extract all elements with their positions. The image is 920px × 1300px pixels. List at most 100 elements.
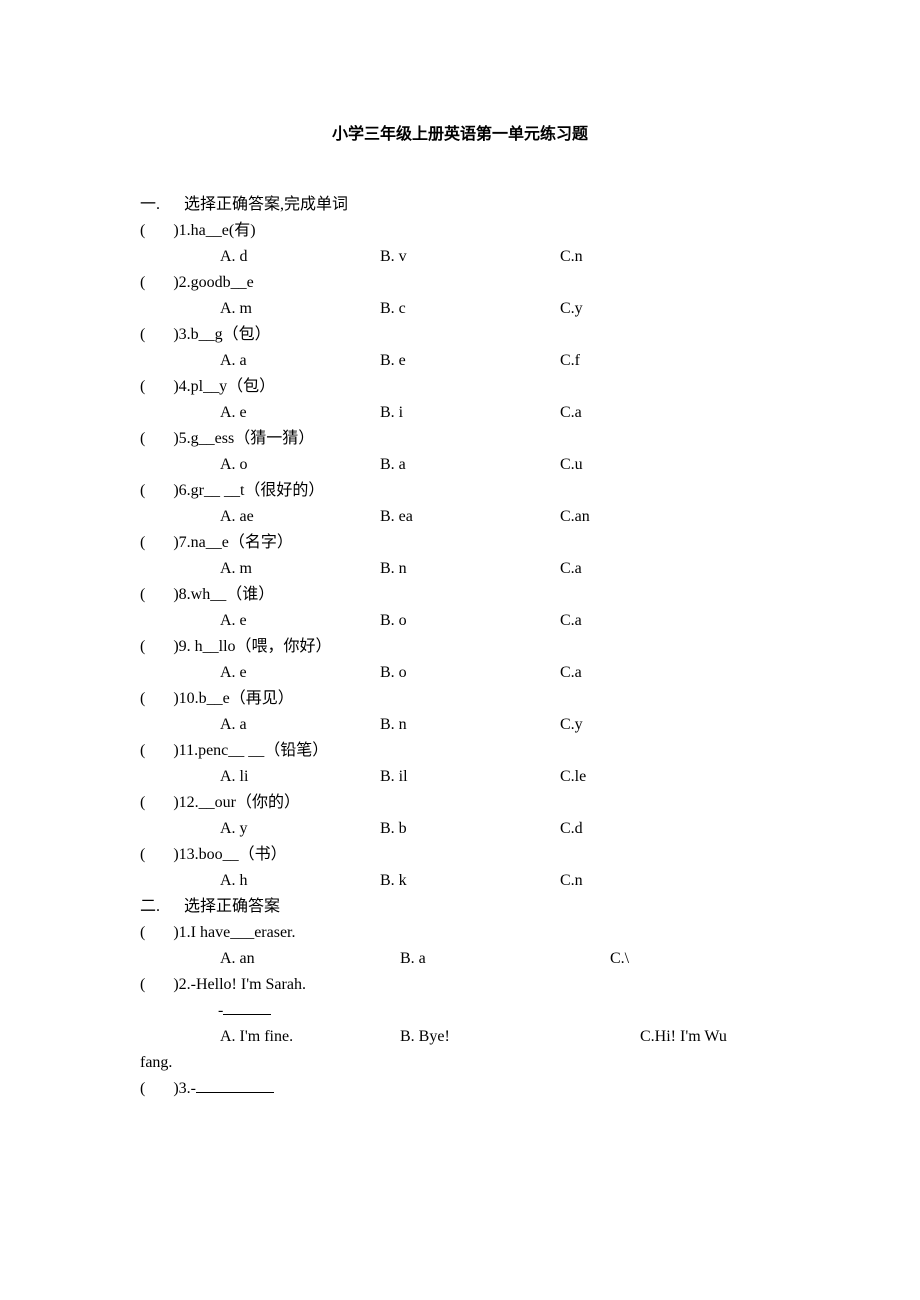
choice-a[interactable]: A. e	[220, 608, 380, 634]
fill-blank[interactable]	[223, 998, 271, 1015]
choice-c[interactable]: C.f	[560, 352, 580, 369]
choice-b[interactable]: B. a	[400, 946, 610, 972]
choice-a[interactable]: A. m	[220, 556, 380, 582]
question-number: 9.	[179, 638, 191, 655]
answer-blank[interactable]: ( )	[140, 690, 179, 707]
choice-b[interactable]: B. Bye!	[400, 1024, 640, 1050]
question-number: 5.	[179, 430, 191, 447]
answer-blank[interactable]: ( )	[140, 976, 179, 993]
fill-blank[interactable]	[196, 1076, 274, 1093]
choice-b[interactable]: B. b	[380, 816, 560, 842]
choice-a[interactable]: A. y	[220, 816, 380, 842]
choice-b[interactable]: B. v	[380, 244, 560, 270]
choice-a[interactable]: A. a	[220, 712, 380, 738]
choice-b[interactable]: B. n	[380, 556, 560, 582]
choice-a[interactable]: A. a	[220, 348, 380, 374]
question-stem: na__e（名字）	[191, 534, 293, 551]
section1-heading: 选择正确答案,完成单词	[184, 196, 348, 213]
question-number: 1.	[179, 924, 191, 941]
choice-a[interactable]: A. h	[220, 868, 380, 894]
answer-blank[interactable]: ( )	[140, 1080, 179, 1097]
answer-blank[interactable]: ( )	[140, 794, 179, 811]
choice-c[interactable]: C.y	[560, 716, 583, 733]
question-number: 2.	[179, 976, 191, 993]
choice-c[interactable]: C.\	[610, 950, 629, 967]
choice-c[interactable]: C.d	[560, 820, 583, 837]
choice-b[interactable]: B. n	[380, 712, 560, 738]
page-title: 小学三年级上册英语第一单元练习题	[140, 120, 780, 144]
question-stem: b__g（包）	[191, 326, 271, 343]
section1-label: 一.	[140, 196, 160, 213]
answer-blank[interactable]: ( )	[140, 482, 179, 499]
question-stem: penc__ __（铅笔）	[198, 742, 328, 759]
question-stem: I have___eraser.	[191, 924, 296, 941]
choice-b[interactable]: B. ea	[380, 504, 560, 530]
answer-blank[interactable]: ( )	[140, 534, 179, 551]
answer-blank[interactable]: ( )	[140, 378, 179, 395]
question-number: 8.	[179, 586, 191, 603]
question-number: 11.	[179, 742, 198, 759]
question-number: 1.	[179, 222, 191, 239]
choice-b[interactable]: B. o	[380, 660, 560, 686]
question-number: 13.	[179, 846, 199, 863]
question-stem: h__llo（喂，你好）	[191, 638, 332, 655]
section2-heading: 选择正确答案	[184, 898, 280, 915]
choice-a[interactable]: A. m	[220, 296, 380, 322]
answer-blank[interactable]: ( )	[140, 222, 179, 239]
question-stem: goodb__e	[191, 274, 254, 291]
choice-c[interactable]: C.a	[560, 560, 582, 577]
choice-c[interactable]: C.a	[560, 664, 582, 681]
answer-blank[interactable]: ( )	[140, 638, 179, 655]
question-stem: wh__（谁）	[191, 586, 275, 603]
choice-b[interactable]: B. a	[380, 452, 560, 478]
choice-a[interactable]: A. o	[220, 452, 380, 478]
choice-a[interactable]: A. an	[220, 946, 400, 972]
question-number: 10.	[179, 690, 199, 707]
answer-blank[interactable]: ( )	[140, 274, 179, 291]
choice-c[interactable]: C.n	[560, 248, 583, 265]
choice-c[interactable]: C.a	[560, 404, 582, 421]
question-number: 2.	[179, 274, 191, 291]
question-number: 3.	[179, 1080, 191, 1097]
question-number: 4.	[179, 378, 191, 395]
question-stem: gr__ __t（很好的）	[191, 482, 325, 499]
choice-a[interactable]: A. d	[220, 244, 380, 270]
choice-a[interactable]: A. e	[220, 400, 380, 426]
choice-c[interactable]: C.u	[560, 456, 583, 473]
choice-b[interactable]: B. c	[380, 296, 560, 322]
question-stem: pl__y（包）	[191, 378, 275, 395]
question-number: 6.	[179, 482, 191, 499]
choice-a[interactable]: A. I'm fine.	[220, 1024, 400, 1050]
question-stem: __our（你的）	[199, 794, 300, 811]
choice-c[interactable]: C.a	[560, 612, 582, 629]
choice-c[interactable]: C.an	[560, 508, 590, 525]
choice-b[interactable]: B. k	[380, 868, 560, 894]
choice-b[interactable]: B. o	[380, 608, 560, 634]
question-stem: g__ess（猜一猜）	[191, 430, 315, 447]
question-stem: boo__（书）	[199, 846, 287, 863]
answer-blank[interactable]: ( )	[140, 326, 179, 343]
section2-label: 二.	[140, 898, 160, 915]
answer-blank[interactable]: ( )	[140, 430, 179, 447]
answer-blank[interactable]: ( )	[140, 586, 179, 603]
question-number: 3.	[179, 326, 191, 343]
choice-a[interactable]: A. e	[220, 660, 380, 686]
choice-a[interactable]: A. ae	[220, 504, 380, 530]
choice-c[interactable]: C.n	[560, 872, 583, 889]
answer-blank[interactable]: ( )	[140, 742, 179, 759]
choice-a[interactable]: A. li	[220, 764, 380, 790]
answer-blank[interactable]: ( )	[140, 924, 179, 941]
choice-c[interactable]: C.Hi! I'm Wu	[640, 1028, 727, 1045]
question-stem: ha__e(有)	[191, 222, 256, 239]
question-number: 12.	[179, 794, 199, 811]
choice-c[interactable]: C.le	[560, 768, 586, 785]
choice-b[interactable]: B. e	[380, 348, 560, 374]
choice-b[interactable]: B. il	[380, 764, 560, 790]
choice-c[interactable]: C.y	[560, 300, 583, 317]
choice-b[interactable]: B. i	[380, 400, 560, 426]
question-number: 7.	[179, 534, 191, 551]
choice-c-continuation: fang.	[140, 1054, 172, 1071]
answer-blank[interactable]: ( )	[140, 846, 179, 863]
question-stem: -Hello! I'm Sarah.	[191, 976, 306, 993]
question-stem: b__e（再见）	[199, 690, 294, 707]
